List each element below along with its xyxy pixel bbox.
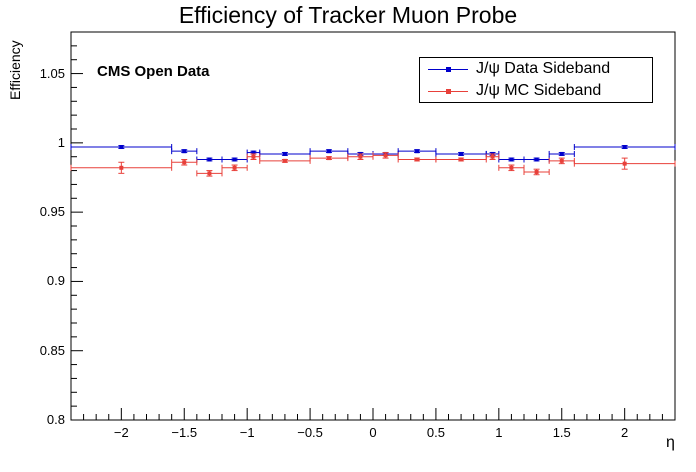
legend-label-mc: J/ψ MC Sideband (476, 82, 602, 99)
x-tick-label: −1 (239, 425, 255, 440)
series-data (70, 144, 676, 163)
data-point (459, 151, 464, 156)
data-point (490, 154, 495, 159)
data-point (182, 160, 187, 165)
data-point (251, 154, 256, 159)
x-tick-label: 0 (369, 425, 377, 440)
data-point (282, 158, 287, 163)
x-tick-label: 1 (495, 425, 503, 440)
x-axis-label: η (666, 434, 675, 451)
x-tick-label: −0.5 (297, 425, 323, 440)
chart-title: Efficiency of Tracker Muon Probe (178, 2, 518, 28)
data-point (358, 154, 363, 159)
data-point (182, 149, 187, 154)
x-tick-label: 2 (621, 425, 629, 440)
data-point (119, 145, 124, 150)
data-point (509, 157, 514, 162)
data-point (232, 165, 237, 170)
legend-label-data: J/ψ Data Sideband (476, 60, 611, 77)
data-point (622, 161, 627, 166)
y-tick-label: 1 (57, 134, 65, 150)
series-mc (70, 152, 676, 177)
legend-entry-data: J/ψ Data Sideband (420, 59, 652, 81)
data-point (383, 153, 388, 158)
data-point (251, 150, 256, 155)
x-tick-label: 1.5 (552, 425, 571, 440)
cms-open-data-label: CMS Open Data (97, 63, 210, 80)
data-point (509, 165, 514, 170)
legend-marker-mc (446, 89, 451, 94)
y-tick-label: 0.85 (39, 342, 65, 358)
data-point (232, 157, 237, 162)
data-point (559, 158, 564, 163)
legend-marker-data (446, 67, 451, 72)
legend-entry-mc: J/ψ MC Sideband (420, 81, 652, 103)
data-point (326, 149, 331, 154)
data-point (415, 157, 420, 162)
x-tick-label: 0.5 (426, 425, 445, 440)
data-point (207, 171, 212, 176)
data-point (622, 145, 627, 150)
y-tick-label: 0.95 (39, 204, 65, 220)
y-tick-label: 0.9 (46, 273, 65, 289)
data-point (415, 149, 420, 154)
data-point (282, 151, 287, 156)
data-point (207, 157, 212, 162)
data-point (459, 157, 464, 162)
data-point (559, 151, 564, 156)
x-tick-label: −2 (113, 425, 129, 440)
y-tick-label: 0.8 (46, 412, 65, 427)
x-tick-label: −1.5 (171, 425, 198, 440)
data-point (534, 157, 539, 162)
data-point (534, 169, 539, 174)
data-point (119, 165, 124, 170)
y-tick-label: 1.05 (39, 65, 65, 81)
legend: J/ψ Data Sideband J/ψ MC Sideband (419, 57, 653, 103)
data-point (326, 156, 331, 161)
